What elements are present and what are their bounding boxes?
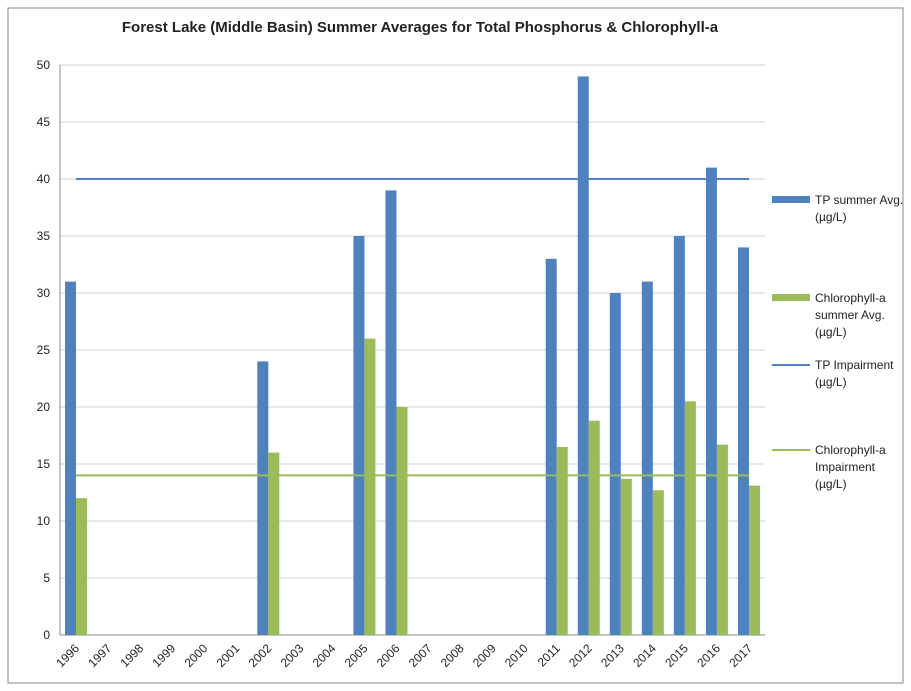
y-tick-label: 50 bbox=[37, 58, 51, 72]
bar bbox=[716, 444, 728, 635]
legend-label: Chlorophyll-a Impairment (µg/L) bbox=[815, 443, 886, 491]
y-tick-label: 5 bbox=[43, 571, 50, 585]
bar bbox=[556, 446, 568, 635]
bar bbox=[385, 190, 397, 635]
bar bbox=[652, 490, 664, 635]
legend-swatch bbox=[772, 196, 810, 203]
y-tick-label: 25 bbox=[37, 343, 51, 357]
bar bbox=[257, 361, 269, 635]
bar bbox=[684, 401, 696, 635]
legend-label: Chlorophyll-a summer Avg. (µg/L) bbox=[815, 291, 886, 339]
legend-label: TP Impairment (µg/L) bbox=[815, 358, 894, 389]
bar bbox=[748, 485, 760, 635]
bar bbox=[609, 293, 621, 635]
bar bbox=[737, 247, 749, 635]
bar bbox=[545, 258, 557, 635]
bar bbox=[641, 281, 653, 635]
y-tick-label: 15 bbox=[37, 457, 51, 471]
chart-border bbox=[7, 7, 904, 684]
bar bbox=[705, 167, 717, 635]
bar bbox=[268, 452, 280, 635]
bar bbox=[76, 498, 88, 635]
y-tick-label: 10 bbox=[37, 514, 51, 528]
bar bbox=[673, 236, 685, 635]
y-tick-label: 45 bbox=[37, 115, 51, 129]
bar bbox=[65, 281, 77, 635]
y-tick-label: 0 bbox=[43, 628, 50, 642]
legend-swatch bbox=[772, 294, 810, 301]
bar bbox=[588, 420, 600, 635]
legend-label: TP summer Avg. (µg/L) bbox=[815, 193, 904, 224]
bar bbox=[620, 478, 632, 635]
bar bbox=[364, 338, 376, 635]
chart-title: Forest Lake (Middle Basin) Summer Averag… bbox=[122, 19, 719, 36]
y-tick-label: 40 bbox=[37, 172, 51, 186]
y-tick-label: 20 bbox=[37, 400, 51, 414]
bar bbox=[396, 407, 408, 635]
y-tick-label: 35 bbox=[37, 229, 51, 243]
bar bbox=[577, 76, 589, 635]
y-tick-label: 30 bbox=[37, 286, 51, 300]
bar bbox=[353, 236, 365, 635]
